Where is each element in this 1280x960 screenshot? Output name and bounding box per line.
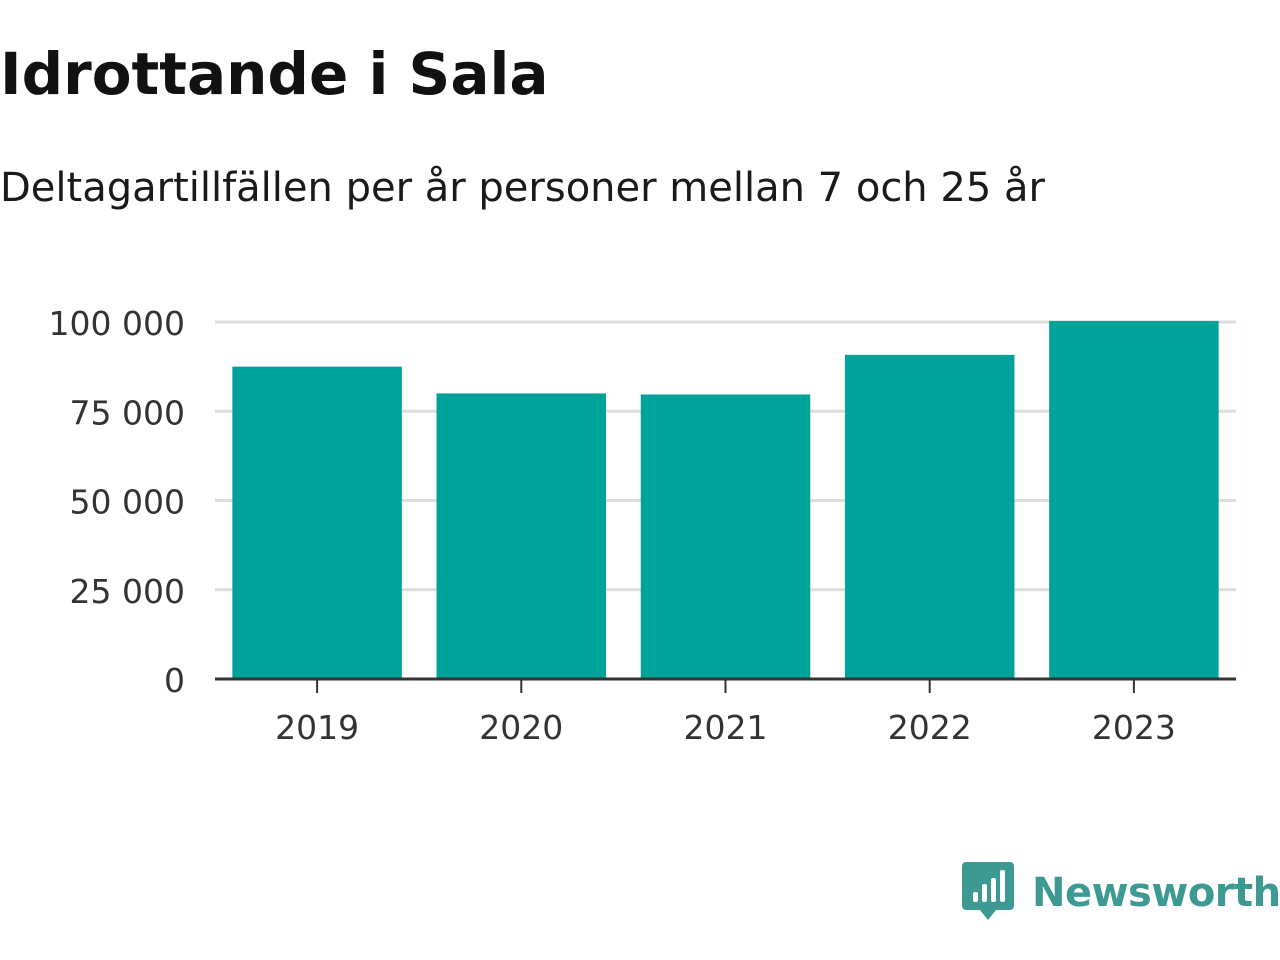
bar-2023 [1049,320,1219,679]
y-tick-label: 0 [164,661,185,700]
brand-name: Newsworthy [1032,870,1280,916]
x-axis [215,677,1236,693]
bars [232,320,1219,679]
x-tick-label: 2019 [275,708,359,747]
y-tick-labels: 0 25 000 50 000 75 000 100 000 [49,304,185,700]
bar-2021 [640,394,811,679]
y-tick-label: 50 000 [70,483,185,522]
chart-title: Idrottande i Sala [0,40,549,108]
chart-subtitle: Deltagartillfällen per år personer mella… [0,165,1045,211]
bar-2022 [844,354,1015,679]
x-tick-label: 2022 [888,708,972,747]
bar-2020 [436,393,607,679]
x-tick-label: 2023 [1092,708,1176,747]
x-tick-label: 2020 [479,708,563,747]
bar-2019 [232,366,402,679]
y-tick-label: 75 000 [70,393,185,432]
x-tick-labels: 2019 2020 2021 2022 2023 [275,708,1176,747]
chart-speech-bubble-icon [962,862,1014,920]
y-tick-label: 100 000 [49,304,185,343]
brand-logo: Newsworthy [962,862,1280,924]
x-tick-label: 2021 [684,708,768,747]
y-tick-label: 25 000 [70,572,185,611]
